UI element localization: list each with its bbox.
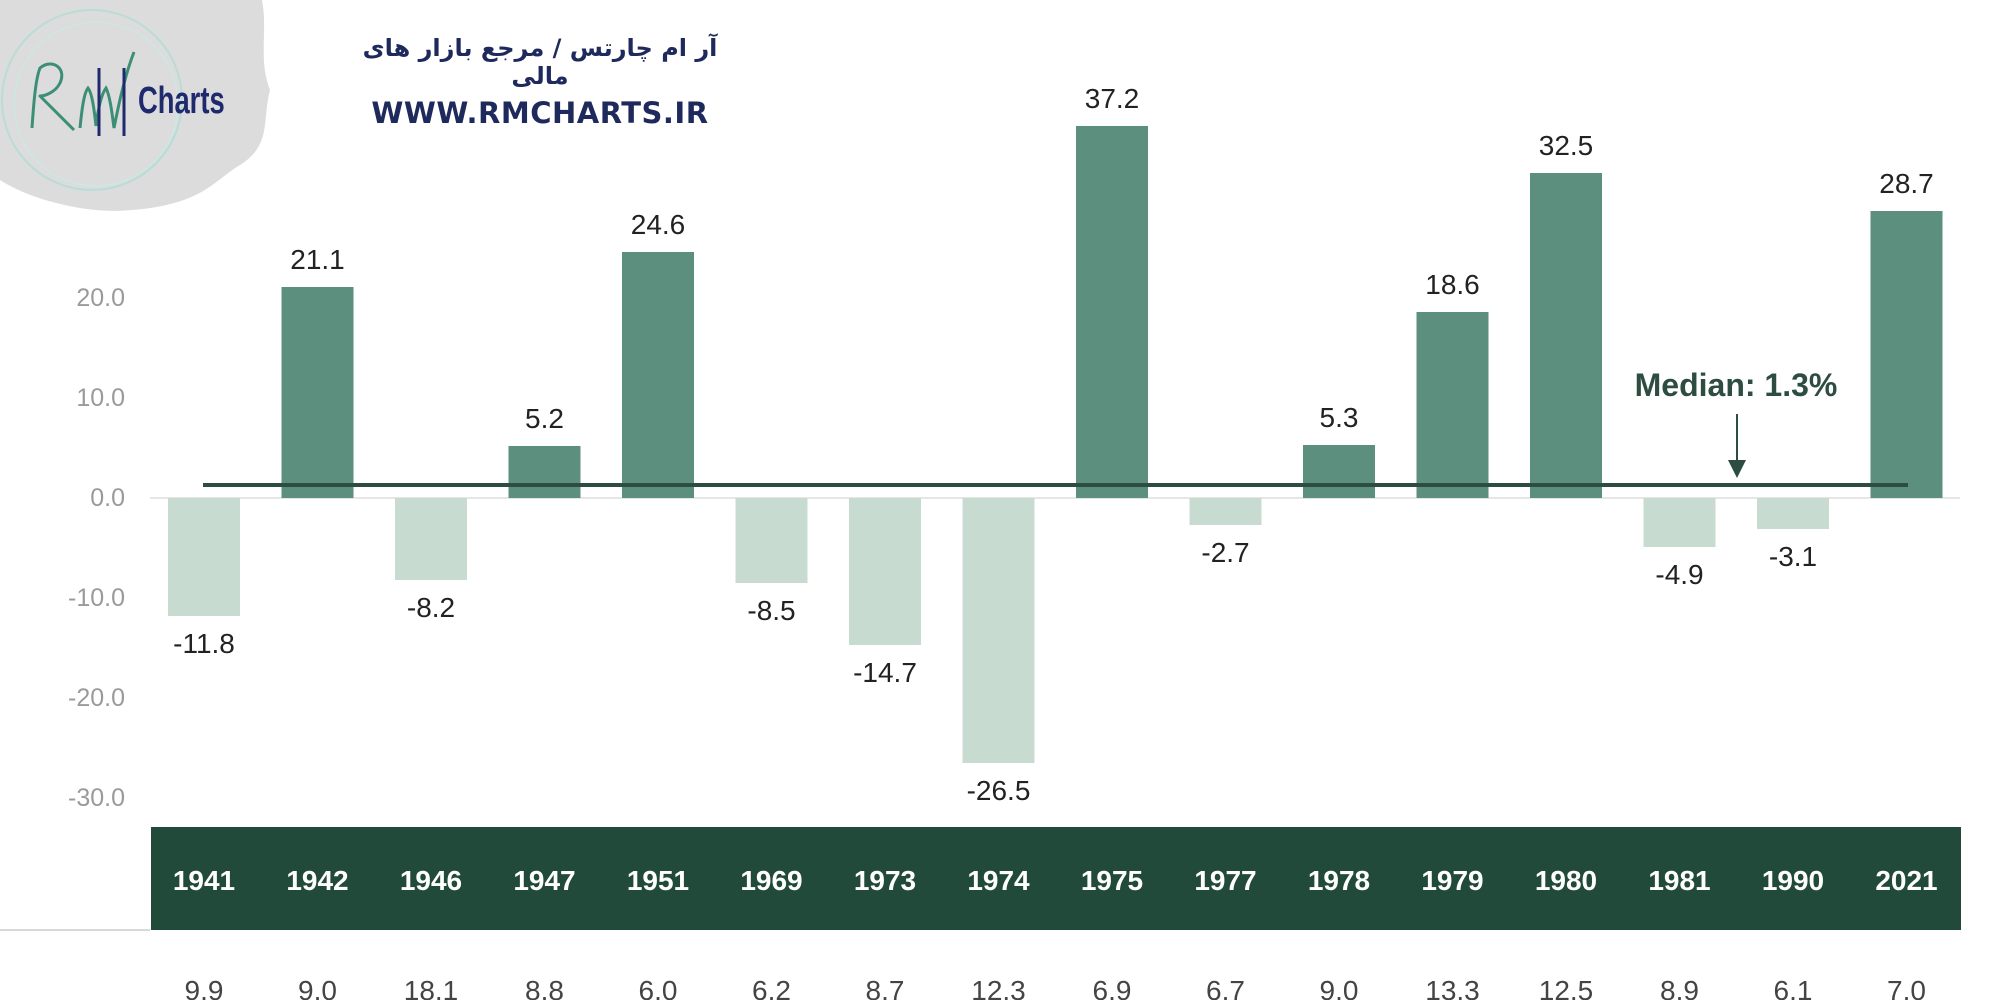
bar-value-label: -3.1 bbox=[1769, 541, 1817, 572]
second-row-value: 7.0 bbox=[1887, 975, 1926, 1000]
x-tick-label: 1980 bbox=[1535, 865, 1597, 896]
y-tick-label: -20.0 bbox=[68, 684, 125, 712]
bar-value-label: 32.5 bbox=[1539, 130, 1594, 161]
bar-value-label: -8.5 bbox=[747, 595, 795, 626]
x-tick-label: 1975 bbox=[1081, 865, 1143, 896]
bar bbox=[508, 446, 581, 498]
logo-wordmark: Charts bbox=[138, 80, 225, 122]
second-row-value: 6.7 bbox=[1206, 975, 1245, 1000]
bar bbox=[395, 498, 467, 580]
bar bbox=[281, 287, 354, 498]
watermark-url: WWW.RMCHARTS.IR bbox=[371, 96, 709, 130]
bar bbox=[1643, 498, 1716, 547]
second-row-value: 9.0 bbox=[298, 975, 337, 1000]
x-tick-label: 1941 bbox=[173, 865, 235, 896]
bar bbox=[735, 498, 808, 583]
bar-value-label: -4.9 bbox=[1655, 559, 1703, 590]
bar bbox=[962, 498, 1035, 763]
second-row-value: 12.5 bbox=[1539, 975, 1594, 1000]
bar bbox=[1530, 173, 1602, 498]
bar bbox=[622, 252, 694, 498]
bar-value-label: 37.2 bbox=[1085, 83, 1140, 114]
bar-value-label: 21.1 bbox=[290, 244, 345, 275]
bar-value-label: -2.7 bbox=[1201, 537, 1249, 568]
bar-value-label: 5.3 bbox=[1320, 402, 1359, 433]
category-band bbox=[151, 827, 1961, 930]
logo-background bbox=[0, 0, 270, 211]
x-tick-label: 1973 bbox=[854, 865, 916, 896]
x-tick-label: 1978 bbox=[1308, 865, 1370, 896]
second-row-value: 8.8 bbox=[525, 975, 564, 1000]
x-tick-label: 1969 bbox=[740, 865, 802, 896]
second-row-value: 6.9 bbox=[1093, 975, 1132, 1000]
second-row-value: 8.7 bbox=[866, 975, 905, 1000]
x-tick-label: 1977 bbox=[1194, 865, 1256, 896]
y-tick-label: 20.0 bbox=[76, 284, 125, 312]
x-tick-label: 1951 bbox=[627, 865, 689, 896]
y-tick-label: 0.0 bbox=[90, 484, 125, 512]
bar bbox=[849, 498, 921, 645]
bar-value-label: 28.7 bbox=[1879, 168, 1934, 199]
x-tick-label: 1981 bbox=[1648, 865, 1710, 896]
bar bbox=[1870, 211, 1943, 498]
bar bbox=[1303, 445, 1375, 498]
median-arrow-icon bbox=[1728, 460, 1746, 478]
x-tick-label: 1990 bbox=[1762, 865, 1824, 896]
y-tick-label: -30.0 bbox=[68, 784, 125, 812]
second-row-value: 6.2 bbox=[752, 975, 791, 1000]
x-tick-label: 1974 bbox=[967, 865, 1030, 896]
x-tick-label: 1942 bbox=[286, 865, 348, 896]
median-label: Median: 1.3% bbox=[1635, 367, 1838, 403]
second-row-value: 12.3 bbox=[971, 975, 1026, 1000]
second-row-value: 6.1 bbox=[1774, 975, 1813, 1000]
second-row-value: 18.1 bbox=[404, 975, 459, 1000]
second-row-value: 8.9 bbox=[1660, 975, 1699, 1000]
x-tick-label: 2021 bbox=[1875, 865, 1937, 896]
bar-value-label: -8.2 bbox=[407, 592, 455, 623]
y-tick-label: 10.0 bbox=[76, 384, 125, 412]
bar bbox=[1416, 312, 1489, 498]
second-row-value: 13.3 bbox=[1425, 975, 1480, 1000]
second-row-value: 9.0 bbox=[1320, 975, 1359, 1000]
logo-rm-script bbox=[30, 51, 136, 136]
second-row-value: 6.0 bbox=[639, 975, 678, 1000]
bar-value-label: -26.5 bbox=[967, 775, 1031, 806]
x-tick-label: 1979 bbox=[1421, 865, 1483, 896]
x-tick-label: 1946 bbox=[400, 865, 462, 896]
y-tick-label: -10.0 bbox=[68, 584, 125, 612]
bar bbox=[1189, 498, 1262, 525]
bar-value-label: 5.2 bbox=[525, 403, 564, 434]
x-tick-label: 1947 bbox=[513, 865, 575, 896]
bar-value-label: -14.7 bbox=[853, 657, 917, 688]
bar bbox=[168, 498, 240, 616]
second-row-value: 9.9 bbox=[185, 975, 224, 1000]
bar-value-label: 18.6 bbox=[1425, 269, 1480, 300]
bar-value-label: 24.6 bbox=[631, 209, 686, 240]
bar-value-label: -11.8 bbox=[173, 628, 235, 659]
bar bbox=[1757, 498, 1829, 529]
watermark-title: آر ام چارتس / مرجع بازار های مالی bbox=[362, 34, 718, 90]
bar bbox=[1076, 126, 1148, 498]
